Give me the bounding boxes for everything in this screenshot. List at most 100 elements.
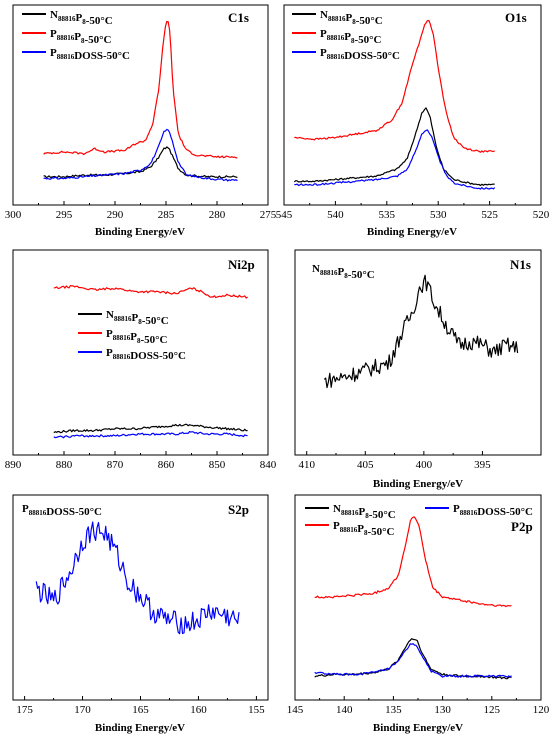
x-tick-label: 300 <box>5 209 22 221</box>
legend-label: P88816DOSS-50°C <box>320 47 400 62</box>
legend-item: N88816P8-50°C <box>312 263 375 281</box>
legend: N88816P8-50°C <box>312 263 375 281</box>
series-line <box>43 146 238 179</box>
panel-c1s: 300 295 290 285 280 275 C1s Binding Energy/eV… <box>5 4 277 238</box>
panel-n1s: 410 405 400 395 N1s Binding Energy/eV N8881… <box>294 249 542 490</box>
legend-label: P88816P8-50°C <box>106 328 168 346</box>
panel-p2p: 145 140 135 130 125 120 P2p Binding Energy/eV… <box>287 494 550 734</box>
x-tick-label: 525 <box>481 209 498 221</box>
x-tick-label: 395 <box>474 459 491 471</box>
series-line <box>43 20 238 159</box>
x-tick-label: 125 <box>484 704 501 716</box>
legend-label: N88816P8-50°C <box>106 309 169 327</box>
series-group <box>35 521 240 635</box>
legend-item: P88816P8-50°C <box>22 28 112 46</box>
legend-item: P88816DOSS-50°C <box>22 503 102 518</box>
series-line <box>293 107 495 187</box>
legend-label: P88816P8-50°C <box>320 28 382 46</box>
x-tick-label: 850 <box>209 459 226 471</box>
x-tick-label: 540 <box>327 209 344 221</box>
panel-title: N1s <box>510 257 531 272</box>
series-line <box>323 274 519 389</box>
panel-title: P2p <box>511 519 533 534</box>
series-group <box>323 274 519 389</box>
series-group <box>43 20 238 182</box>
series-group <box>53 285 248 439</box>
legend-item: P88816P8-50°C <box>305 520 395 538</box>
x-tick-label: 275 <box>260 209 277 221</box>
series-line <box>294 129 496 190</box>
x-tick-label: 860 <box>158 459 175 471</box>
x-tick-label: 890 <box>5 459 22 471</box>
legend-label: N88816P8-50°C <box>50 9 113 27</box>
x-tick-label: 410 <box>298 459 315 471</box>
x-axis-label: Binding Energy/eV <box>373 478 463 490</box>
panel-ni2p: 890 880 870 860 850 840 Ni2p N88816P8-50°CP88… <box>5 249 277 471</box>
plot-frame <box>294 249 542 456</box>
x-tick-label: 130 <box>434 704 451 716</box>
legend-item: N88816P8-50°C <box>78 309 169 327</box>
x-axis: 545 540 535 530 525 520 <box>276 201 550 221</box>
series-line <box>314 516 512 608</box>
panel-s2p: 175 170 165 160 155 S2p Binding Energy/eV P8… <box>12 494 269 734</box>
x-axis-label: Binding Energy/eV <box>367 226 457 238</box>
legend-label: N88816P8-50°C <box>333 503 396 521</box>
legend-label: P88816P8-50°C <box>50 28 112 46</box>
x-tick-label: 295 <box>56 209 73 221</box>
legend: N88816P8-50°CP88816P8-50°CP88816DOSS-50°… <box>78 309 186 362</box>
legend-item: P88816P8-50°C <box>292 28 382 46</box>
x-axis: 300 295 290 285 280 275 <box>5 201 277 221</box>
x-tick-label: 880 <box>56 459 73 471</box>
panel-title: C1s <box>228 10 249 25</box>
legend-label: P88816P8-50°C <box>333 520 395 538</box>
x-tick-label: 175 <box>16 704 33 716</box>
x-axis-label: Binding Energy/eV <box>373 722 463 734</box>
series-group <box>314 516 512 680</box>
x-tick-label: 290 <box>107 209 124 221</box>
x-axis: 890 880 870 860 850 840 <box>5 451 277 471</box>
x-tick-label: 135 <box>385 704 402 716</box>
x-tick-label: 520 <box>533 209 550 221</box>
legend-item: N88816P8-50°C <box>292 9 383 27</box>
series-line <box>53 431 248 439</box>
x-tick-label: 545 <box>276 209 293 221</box>
legend-item: P88816DOSS-50°C <box>78 347 186 362</box>
panel-title: O1s <box>505 10 527 25</box>
legend-item: P88816DOSS-50°C <box>292 47 400 62</box>
x-tick-label: 165 <box>132 704 149 716</box>
series-line <box>314 643 512 678</box>
legend: N88816P8-50°CP88816P8-50°CP88816DOSS-50°… <box>22 9 130 62</box>
x-tick-label: 405 <box>357 459 374 471</box>
legend-label: P88816DOSS-50°C <box>453 503 533 518</box>
x-axis-label: Binding Energy/eV <box>95 722 185 734</box>
x-tick-label: 160 <box>190 704 207 716</box>
x-axis: 410 405 400 395 <box>298 451 491 471</box>
legend: N88816P8-50°CP88816P8-50°CP88816DOSS-50°… <box>292 9 400 62</box>
legend-item: N88816P8-50°C <box>22 9 113 27</box>
legend-label: P88816DOSS-50°C <box>106 347 186 362</box>
x-axis: 175 170 165 160 155 <box>16 696 265 716</box>
legend-label: P88816DOSS-50°C <box>50 47 130 62</box>
legend-label: N88816P8-50°C <box>312 263 375 281</box>
legend-label: N88816P8-50°C <box>320 9 383 27</box>
legend-item: P88816P8-50°C <box>78 328 168 346</box>
x-tick-label: 870 <box>107 459 124 471</box>
x-axis: 145 140 135 130 125 120 <box>287 696 550 716</box>
legend-item: P88816DOSS-50°C <box>425 503 533 518</box>
x-axis-label: Binding Energy/eV <box>95 226 185 238</box>
legend-label: P88816DOSS-50°C <box>22 503 102 518</box>
x-tick-label: 840 <box>260 459 277 471</box>
x-tick-label: 155 <box>248 704 265 716</box>
series-line <box>294 19 495 153</box>
panel-title: Ni2p <box>228 257 255 272</box>
x-tick-label: 285 <box>158 209 175 221</box>
legend-item: N88816P8-50°C <box>305 503 396 521</box>
series-line <box>43 128 238 182</box>
x-tick-label: 140 <box>336 704 353 716</box>
series-line <box>35 521 240 635</box>
x-tick-label: 280 <box>209 209 226 221</box>
series-line <box>53 423 248 434</box>
legend: P88816DOSS-50°C <box>22 503 102 518</box>
